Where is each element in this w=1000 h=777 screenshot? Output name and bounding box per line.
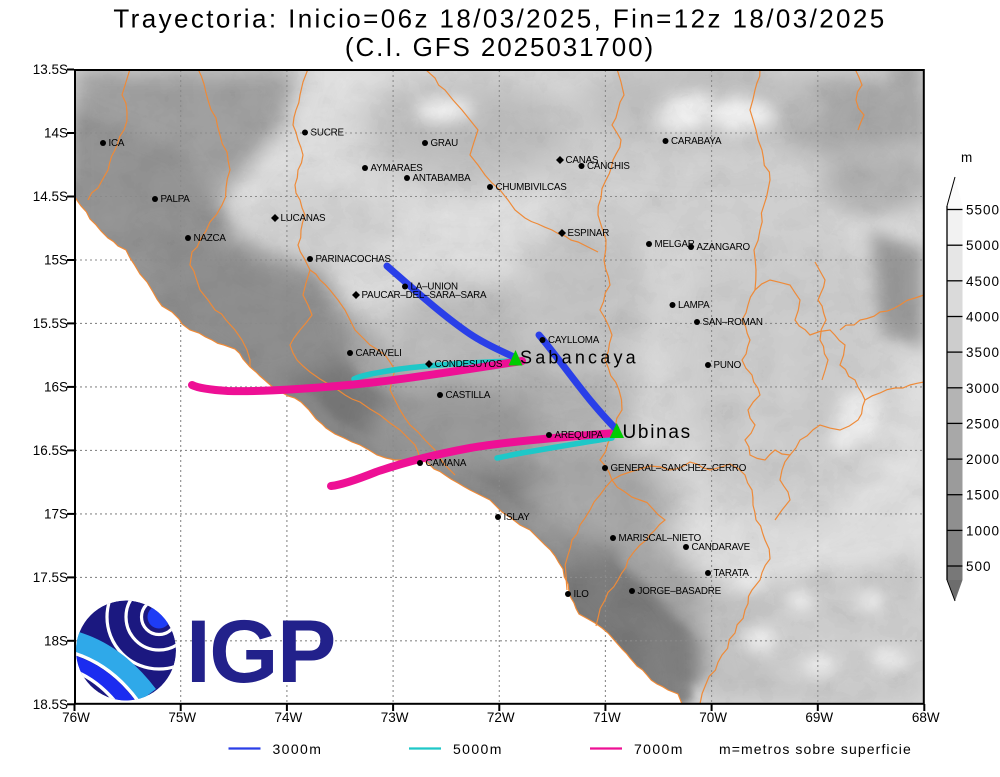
svg-text:14.5S: 14.5S [33,189,68,204]
svg-text:2000: 2000 [966,452,1000,467]
svg-text:ISLAY: ISLAY [504,512,531,523]
svg-text:CAMANA: CAMANA [426,458,467,469]
svg-text:15.5S: 15.5S [33,316,68,331]
svg-text:4500: 4500 [966,274,1000,289]
svg-text:5000: 5000 [966,238,1000,253]
svg-text:72W: 72W [487,710,515,725]
svg-text:70W: 70W [699,710,727,725]
svg-text:68W: 68W [912,710,940,725]
svg-text:LUCANAS: LUCANAS [281,213,327,224]
svg-text:18.5S: 18.5S [33,697,68,712]
svg-text:Sabancaya: Sabancaya [520,348,639,368]
svg-text:75W: 75W [168,710,196,725]
svg-text:(C.I. GFS 2025031700): (C.I. GFS 2025031700) [345,32,655,62]
svg-text:PAUCAR–DEL–SARA–SARA: PAUCAR–DEL–SARA–SARA [362,290,488,301]
svg-text:AZANGARO: AZANGARO [697,242,751,253]
svg-text:GRAU: GRAU [431,138,459,149]
svg-text:AYMARAES: AYMARAES [371,163,424,174]
svg-text:JORGE–BASADRE: JORGE–BASADRE [638,586,722,597]
svg-text:LAMPA: LAMPA [678,300,710,311]
svg-text:73W: 73W [381,710,409,725]
svg-text:1500: 1500 [966,488,1000,503]
svg-text:Ubinas: Ubinas [623,422,692,443]
svg-text:17.5S: 17.5S [33,570,68,585]
svg-text:GENERAL–SANCHEZ–CERRO: GENERAL–SANCHEZ–CERRO [611,463,747,474]
svg-text:CONDESUYOS: CONDESUYOS [435,359,503,370]
svg-text:m=metros sobre superficie: m=metros sobre superficie [719,741,912,757]
svg-text:16.5S: 16.5S [33,443,68,458]
svg-text:ICA: ICA [109,138,125,149]
svg-text:m: m [961,150,972,165]
svg-text:SAN–ROMAN: SAN–ROMAN [703,317,763,328]
svg-text:PARINACOCHAS: PARINACOCHAS [316,254,392,265]
svg-text:CHUMBIVILCAS: CHUMBIVILCAS [496,182,568,193]
svg-text:CANCHIS: CANCHIS [587,161,630,172]
svg-text:MARISCAL–NIETO: MARISCAL–NIETO [619,533,702,544]
svg-text:ESPINAR: ESPINAR [568,228,610,239]
svg-text:3000: 3000 [966,381,1000,396]
svg-text:18S: 18S [44,633,68,648]
svg-text:NAZCA: NAZCA [194,233,227,244]
svg-text:14S: 14S [44,126,68,141]
svg-text:ILO: ILO [574,589,590,600]
svg-text:15S: 15S [44,253,68,268]
svg-text:3000m: 3000m [273,741,323,757]
svg-text:SUCRE: SUCRE [311,128,345,139]
svg-text:76W: 76W [62,710,90,725]
svg-text:IGP: IGP [186,601,335,701]
svg-text:LA–UNION: LA–UNION [411,282,459,293]
svg-text:16S: 16S [44,379,68,394]
svg-text:Trayectoria: Inicio=06z 18/03/: Trayectoria: Inicio=06z 18/03/2025, Fin=… [113,4,886,34]
svg-text:CASTILLA: CASTILLA [446,390,491,401]
svg-text:CARABAYA: CARABAYA [671,136,722,147]
svg-text:AREQUIPA: AREQUIPA [555,430,604,441]
svg-text:TARATA: TARATA [714,568,750,579]
svg-text:500: 500 [966,559,992,574]
svg-text:PALPA: PALPA [161,194,191,205]
svg-text:17S: 17S [44,506,68,521]
svg-text:3500: 3500 [966,345,1000,360]
svg-text:2500: 2500 [966,416,1000,431]
svg-text:69W: 69W [805,710,833,725]
svg-text:CANDARAVE: CANDARAVE [692,542,751,553]
svg-text:ANTABAMBA: ANTABAMBA [413,173,472,184]
svg-text:1000: 1000 [966,523,1000,538]
svg-text:13.5S: 13.5S [33,62,68,77]
svg-text:5500: 5500 [966,203,1000,218]
svg-text:PUNO: PUNO [714,360,742,371]
svg-text:CANAS: CANAS [566,155,599,166]
svg-text:CAYLLOMA: CAYLLOMA [548,335,600,346]
svg-text:7000m: 7000m [634,741,684,757]
svg-text:71W: 71W [593,710,621,725]
svg-text:5000m: 5000m [453,741,503,757]
svg-text:MELGAR: MELGAR [655,239,695,250]
svg-text:74W: 74W [275,710,303,725]
svg-text:4000: 4000 [966,310,1000,325]
svg-text:CARAVELI: CARAVELI [356,348,402,359]
